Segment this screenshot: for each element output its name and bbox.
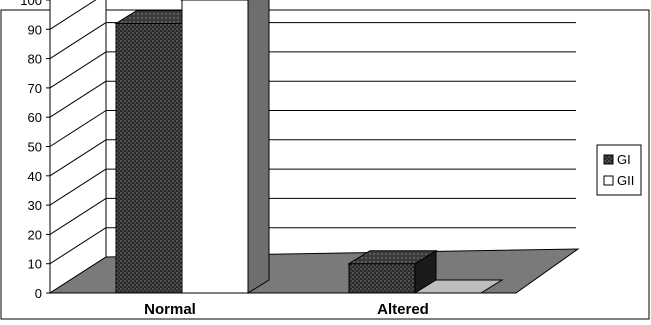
- x-tick-label: Normal: [144, 301, 196, 318]
- bar-front: [348, 263, 416, 294]
- bar-front: [115, 22, 183, 294]
- left-wall: [49, 0, 107, 294]
- legend-swatch-gii: [603, 175, 614, 186]
- y-tick-label: 80: [28, 52, 42, 67]
- y-tick-label: 0: [35, 286, 42, 301]
- gridline-diag: [49, 80, 107, 118]
- y-tick-label: 30: [28, 198, 42, 213]
- bar-front: [181, 0, 249, 294]
- bar-top: [413, 279, 504, 294]
- y-tick-label: 100: [20, 0, 42, 8]
- y-axis: 0 10 20 30 40 50 60 70 80 90 100: [20, 0, 51, 301]
- legend: GI GII: [596, 144, 642, 196]
- y-tick-label: 20: [28, 227, 42, 242]
- y-tick-label: 50: [28, 140, 42, 155]
- y-tick-label: 60: [28, 110, 42, 125]
- back-wall: [49, 0, 107, 294]
- gridline-diag: [49, 22, 107, 60]
- legend-frame: [596, 144, 642, 196]
- gridline-diag: [49, 197, 107, 235]
- y-tick-label: 90: [28, 22, 42, 37]
- bar-side: [247, 0, 270, 294]
- y-tick-label: 70: [28, 81, 42, 96]
- chart-frame: [0, 9, 650, 320]
- bar-gii-altered: [413, 279, 504, 294]
- gridline-diag: [49, 227, 107, 265]
- legend-label-gi: GI: [617, 152, 631, 167]
- legend-label-gii: GII: [617, 173, 634, 188]
- gridline-diag: [49, 168, 107, 206]
- x-tick-labels: Normal Altered: [144, 301, 429, 318]
- bars: [114, 0, 504, 294]
- bar-top: [347, 250, 438, 265]
- y-tick-label: 40: [28, 169, 42, 184]
- bar-gii-normal: [180, 0, 270, 294]
- x-tick-label: Altered: [377, 301, 429, 318]
- gridline-diag: [49, 139, 107, 177]
- bar-gi-altered: [347, 249, 438, 294]
- gridline-diag: [49, 51, 107, 89]
- y-tick-label: 10: [28, 257, 42, 272]
- gridline-diag: [49, 0, 97, 30]
- gridline-diag: [49, 110, 107, 147]
- legend-swatch-gi: [603, 154, 614, 165]
